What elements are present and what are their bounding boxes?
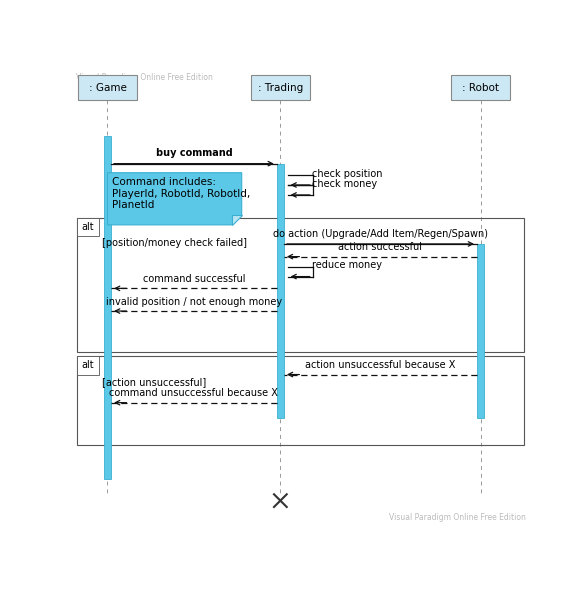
Text: check money: check money xyxy=(312,178,377,188)
Bar xyxy=(77,218,524,352)
Text: command unsuccessful because X: command unsuccessful because X xyxy=(110,388,278,398)
Text: [action unsuccessful]: [action unsuccessful] xyxy=(103,377,207,387)
Bar xyxy=(77,218,99,236)
Bar xyxy=(451,75,510,100)
Bar xyxy=(77,356,99,375)
Polygon shape xyxy=(232,215,242,225)
Polygon shape xyxy=(107,173,242,225)
Text: reduce money: reduce money xyxy=(312,260,382,270)
Text: alt: alt xyxy=(82,222,95,232)
Bar xyxy=(104,137,111,479)
Bar xyxy=(276,164,284,418)
Text: : Robot: : Robot xyxy=(462,82,499,92)
Text: alt: alt xyxy=(82,360,95,370)
Text: : Trading: : Trading xyxy=(258,82,303,92)
Bar xyxy=(77,356,524,445)
Text: action unsuccessful because X: action unsuccessful because X xyxy=(305,360,456,370)
Text: Visual Paradigm Online Free Edition: Visual Paradigm Online Free Edition xyxy=(76,73,212,82)
Text: Visual Paradigm Online Free Edition: Visual Paradigm Online Free Edition xyxy=(389,513,526,522)
Text: invalid position / not enough money: invalid position / not enough money xyxy=(106,296,282,306)
Text: command successful: command successful xyxy=(143,274,245,284)
Text: Command includes:
PlayerId, RobotId, RobotId,
PlanetId: Command includes: PlayerId, RobotId, Rob… xyxy=(112,177,250,210)
Text: do action (Upgrade/Add Item/Regen/Spawn): do action (Upgrade/Add Item/Regen/Spawn) xyxy=(273,229,488,239)
Text: check position: check position xyxy=(312,168,383,178)
Text: : Game: : Game xyxy=(89,82,126,92)
Bar xyxy=(78,75,137,100)
Bar xyxy=(251,75,310,100)
Text: action successful: action successful xyxy=(339,242,423,252)
Bar xyxy=(477,244,484,418)
Text: buy command: buy command xyxy=(156,148,232,158)
Text: [position/money check failed]: [position/money check failed] xyxy=(103,239,248,249)
